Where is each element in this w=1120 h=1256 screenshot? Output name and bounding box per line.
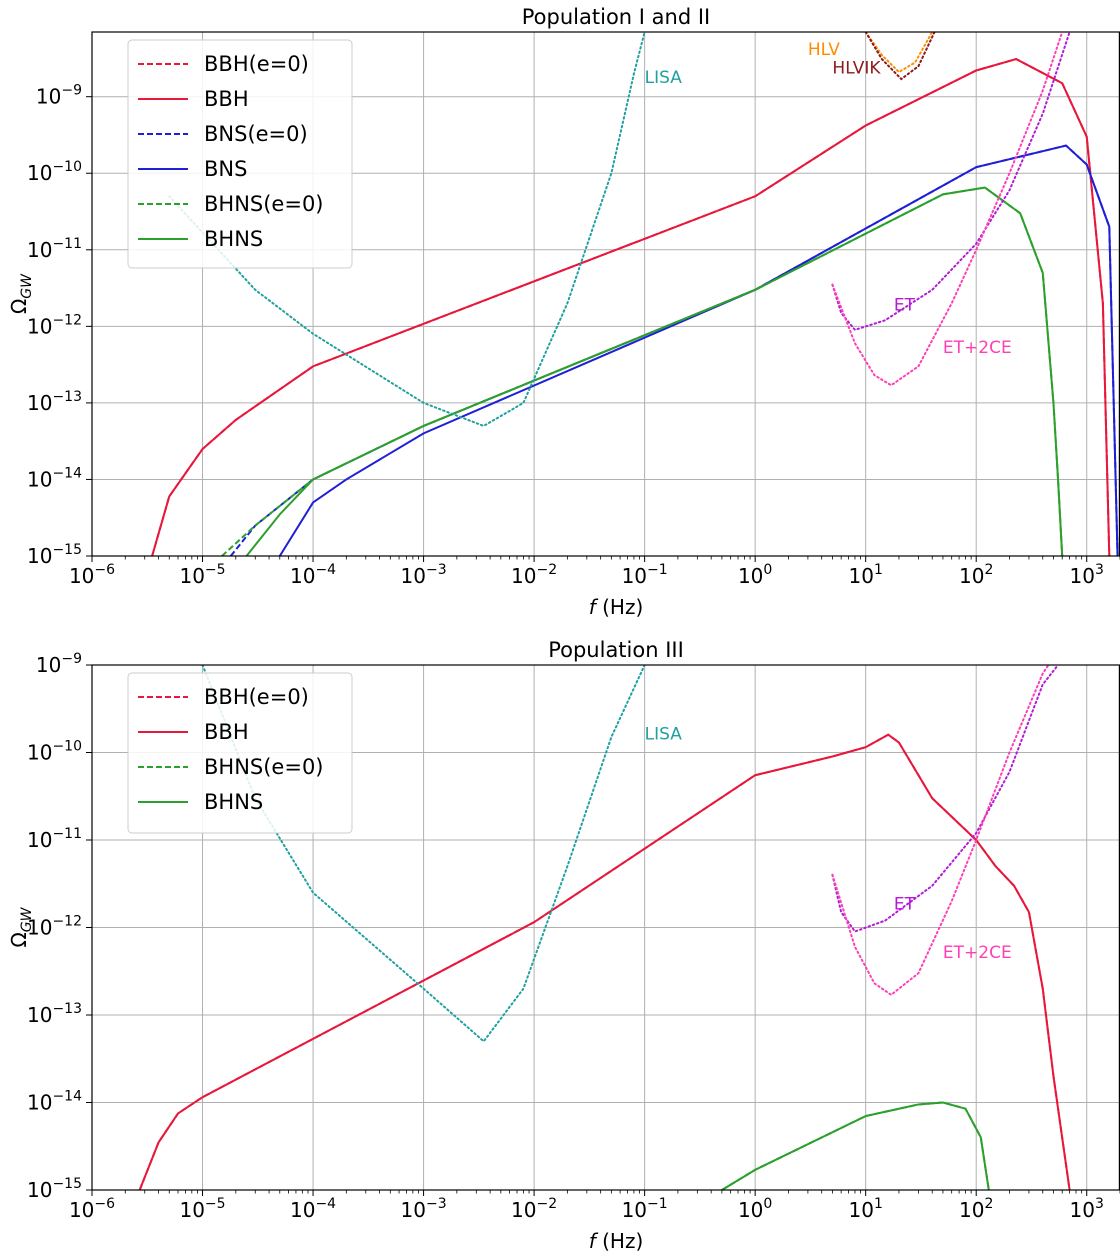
x-tick-label: 10−3 <box>401 1196 447 1222</box>
x-tick-label: 101 <box>848 562 882 588</box>
y-tick-label: 10−12 <box>27 312 82 338</box>
x-tick-label: 10−5 <box>179 562 225 588</box>
annotation-et-2ce: ET+2CE <box>943 943 1012 963</box>
chart-title: Population III <box>548 638 684 662</box>
series-bns <box>278 144 1119 556</box>
x-tick-label: 10−5 <box>179 1196 225 1222</box>
x-axis-label: f (Hz) <box>589 595 644 619</box>
plot-frame <box>91 31 1120 557</box>
legend-label: BNS(e=0) <box>204 122 308 146</box>
legend-box <box>127 672 353 834</box>
chart-title: Population I and II <box>522 5 710 29</box>
y-tick-label: 10−13 <box>27 1001 82 1027</box>
y-tick-label: 10−9 <box>36 651 82 677</box>
y-tick-label: 10−13 <box>27 389 82 415</box>
y-tick-label: 10−14 <box>27 465 82 491</box>
x-tick-label: 102 <box>959 1196 993 1222</box>
legend-label: BBH <box>204 720 249 744</box>
x-tick-label: 10−6 <box>69 1196 115 1222</box>
legend: BBH(e=0) BBH BHNS(e=0) BHNS <box>127 672 353 834</box>
legend-label: BBH(e=0) <box>204 685 309 709</box>
legend-label: BHNS <box>204 790 263 814</box>
y-tick-label: 10−14 <box>27 1089 82 1115</box>
x-tick-label: 10−4 <box>290 562 336 588</box>
x-tick-label: 10−4 <box>290 1196 336 1222</box>
y-tick-label: 10−9 <box>36 83 82 109</box>
y-tick-label: 10−12 <box>27 914 82 940</box>
series-et-2ce <box>831 32 1064 387</box>
y-axis-label: ΩGW <box>7 906 35 947</box>
legend-label: BHNS(e=0) <box>204 192 324 216</box>
x-tick-label: 10−2 <box>511 1196 557 1222</box>
series-group <box>151 32 1119 556</box>
x-tick-label: 103 <box>1070 1196 1104 1222</box>
series-hlv <box>864 32 934 74</box>
annotation-et-2ce: ET+2CE <box>943 338 1012 358</box>
x-axis-label: f (Hz) <box>589 1229 644 1253</box>
series-bbh <box>138 733 1071 1190</box>
legend-label: BHNS(e=0) <box>204 755 324 779</box>
x-tick-label: 100 <box>738 1196 772 1222</box>
legend-label: BNS <box>204 157 247 181</box>
y-axis-label: ΩGW <box>7 273 35 314</box>
x-tick-label: 100 <box>738 562 772 588</box>
annotation-lisa: LISA <box>645 725 683 745</box>
series-bhns <box>721 1101 990 1190</box>
chart-panel-2: LISA ET ET+2CE 10−6 10−5 10−4 10−3 10−2 10−1 100 1… <box>7 638 1120 1253</box>
series-bhns-e-0- <box>721 1101 990 1190</box>
series-et <box>831 665 1060 933</box>
x-tick-label: 102 <box>959 562 993 588</box>
x-tick-label: 10−1 <box>622 1196 668 1222</box>
annotation-hlv: HLV <box>808 40 840 60</box>
annotation-et: ET <box>894 296 916 316</box>
legend-box <box>127 39 353 269</box>
y-tick-label: 10−10 <box>27 159 82 185</box>
legend-label: BBH <box>204 87 249 111</box>
series-bhns <box>245 186 1064 556</box>
annotation-et: ET <box>894 895 916 915</box>
x-tick-label: 10−1 <box>622 562 668 588</box>
x-tick-label: 10−6 <box>69 562 115 588</box>
y-tick-label: 10−11 <box>27 826 82 852</box>
annotation-lisa: LISA <box>645 68 683 88</box>
series-bbh <box>151 58 1111 556</box>
series-lisa <box>168 32 646 428</box>
x-tick-label: 10−3 <box>401 562 447 588</box>
legend-label: BHNS <box>204 227 263 251</box>
legend-label: BBH(e=0) <box>204 52 309 76</box>
x-tick-label: 10−2 <box>511 562 557 588</box>
x-tick-label: 101 <box>848 1196 882 1222</box>
annotation-hlvik: HLVIK <box>832 59 881 79</box>
y-tick-label: 10−11 <box>27 236 82 262</box>
x-tick-label: 103 <box>1070 562 1104 588</box>
series-hlvik <box>864 32 936 81</box>
y-tick-label: 10−10 <box>27 739 82 765</box>
legend: BBH(e=0) BBH BNS(e=0) BNS BHNS(e=0) BHNS <box>127 39 353 269</box>
series-et-2ce <box>831 665 1050 997</box>
